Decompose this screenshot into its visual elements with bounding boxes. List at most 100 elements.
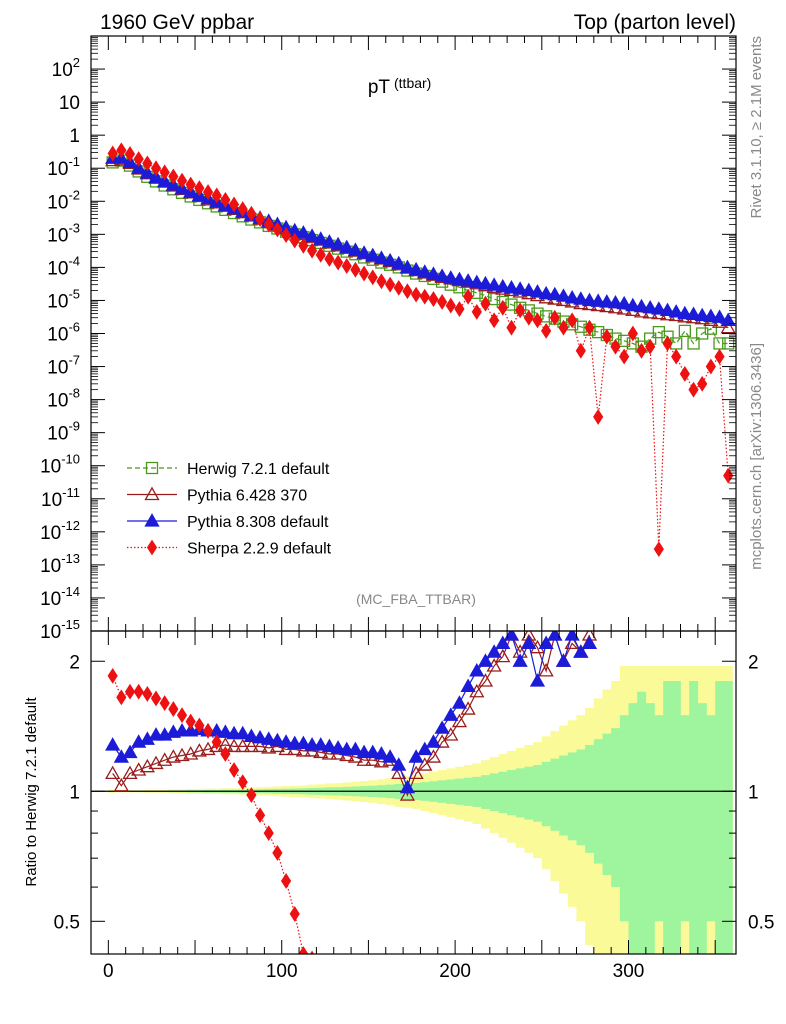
ratio-data-point	[382, 749, 398, 763]
ratio-data-point	[202, 722, 214, 739]
y-tick-label: 10-7	[47, 353, 80, 379]
data-point	[652, 325, 665, 339]
ratio-data-point	[228, 762, 240, 778]
ratio-series-2	[107, 667, 315, 954]
y-tick-label: 10-2	[47, 187, 80, 213]
ratio-data-point	[477, 653, 494, 667]
ratio-data-point	[252, 738, 268, 753]
data-point	[384, 276, 396, 293]
data-point	[332, 254, 344, 271]
data-point	[382, 252, 398, 267]
ratio-panel: 0.5 0.5 1 1 2 2 0 100 200 300 Ratio to Herwig 7.2…	[23, 630, 774, 982]
data-point	[443, 270, 459, 284]
ratio-data-point	[391, 757, 407, 771]
data-point	[460, 273, 476, 287]
ratio-data-point	[434, 720, 450, 734]
main-axes: 102 10 1 10-1 10-2 10-3 10-4 10-5 10-6 10-7 10-8 10…	[40, 36, 736, 643]
data-point	[503, 280, 520, 294]
data-point	[515, 302, 526, 319]
ratio-data-point	[529, 673, 546, 687]
ratio-data-point	[330, 740, 346, 754]
data-point	[538, 285, 554, 300]
ratio-data-point	[581, 635, 598, 650]
data-point	[469, 274, 485, 289]
main-title: pT	[368, 77, 391, 98]
ratio-data-point	[159, 695, 170, 712]
legend-item: Herwig 7.2.1 default	[127, 461, 330, 478]
header-left-label: 1960 GeV ppbar	[100, 11, 254, 34]
ratio-data-point	[254, 807, 266, 824]
data-point	[202, 184, 214, 200]
data-point	[228, 196, 240, 213]
data-point	[391, 255, 407, 270]
data-point	[339, 239, 355, 254]
ratio-data-point	[399, 779, 416, 794]
band-inner	[576, 749, 586, 846]
band-inner	[541, 761, 551, 827]
data-point	[454, 301, 465, 317]
ratio-uncertainty-bands	[108, 666, 733, 954]
data-point	[451, 271, 468, 286]
ratio-data-point	[321, 738, 338, 753]
ratio-data-point	[220, 746, 231, 762]
data-point	[696, 327, 709, 340]
y-tick-label: 10-8	[47, 386, 80, 412]
x-tick-label: 300	[613, 961, 645, 982]
data-point	[306, 242, 318, 259]
main-title-sub: (ttbar)	[394, 75, 431, 91]
x-tick-label: 0	[103, 961, 114, 982]
header-right-label: Top (parton level)	[574, 11, 736, 34]
y-tick-label: 10	[59, 93, 80, 114]
data-point	[584, 319, 595, 336]
data-point	[581, 292, 598, 307]
ratio-series-1	[105, 631, 598, 794]
ratio-data-point	[564, 631, 580, 641]
legend-marker	[145, 461, 159, 475]
data-point	[148, 169, 164, 183]
band-inner	[637, 691, 647, 954]
band-inner	[498, 771, 508, 814]
legend: Herwig 7.2.1 default Pythia 6.428 370 Pyth…	[127, 461, 332, 558]
data-point	[497, 299, 508, 316]
ratio-data-point	[538, 635, 554, 650]
ratio-data-point	[133, 683, 144, 700]
data-point	[678, 324, 692, 338]
ratio-data-point	[356, 752, 372, 766]
ratio-data-layer	[105, 631, 598, 954]
ratio-data-point	[142, 686, 153, 702]
data-point	[575, 342, 586, 359]
data-point	[704, 322, 718, 335]
data-point	[619, 348, 630, 365]
legend-label: Pythia 8.308 default	[187, 514, 329, 531]
data-point	[237, 201, 248, 218]
data-point	[477, 275, 494, 290]
ratio-data-point	[122, 765, 138, 780]
ratio-data-point	[280, 873, 292, 889]
ratio-data-point	[261, 731, 277, 745]
ratio-data-point	[237, 774, 248, 791]
band-inner	[585, 744, 595, 853]
ratio-data-point	[252, 729, 268, 744]
ratio-data-point	[460, 678, 476, 692]
ratio-data-point	[211, 734, 222, 750]
ratio-data-point	[191, 743, 207, 757]
band-inner	[602, 733, 612, 875]
legend-item: Sherpa 2.2.9 default	[127, 539, 332, 558]
mcplots-label: mcplots.cern.ch [arXiv:1306.3436]	[748, 343, 765, 570]
ratio-data-point	[243, 728, 259, 743]
ratio-data-point	[486, 644, 502, 658]
ratio-data-point	[122, 744, 138, 759]
legend-label: Herwig 7.2.1 default	[187, 461, 330, 478]
data-point	[176, 172, 188, 189]
x-tick-label: 100	[266, 961, 298, 982]
data-point	[445, 297, 456, 314]
ratio-ylabel: Ratio to Herwig 7.2.1 default	[23, 697, 40, 887]
main-data-layer	[105, 142, 736, 558]
y-tick-label: 1	[69, 126, 80, 147]
band-inner	[481, 775, 491, 809]
ratio-data-point	[269, 732, 286, 747]
data-point	[610, 338, 621, 355]
data-point	[703, 308, 719, 323]
band-inner	[671, 681, 681, 954]
ratio-data-point	[373, 746, 390, 760]
